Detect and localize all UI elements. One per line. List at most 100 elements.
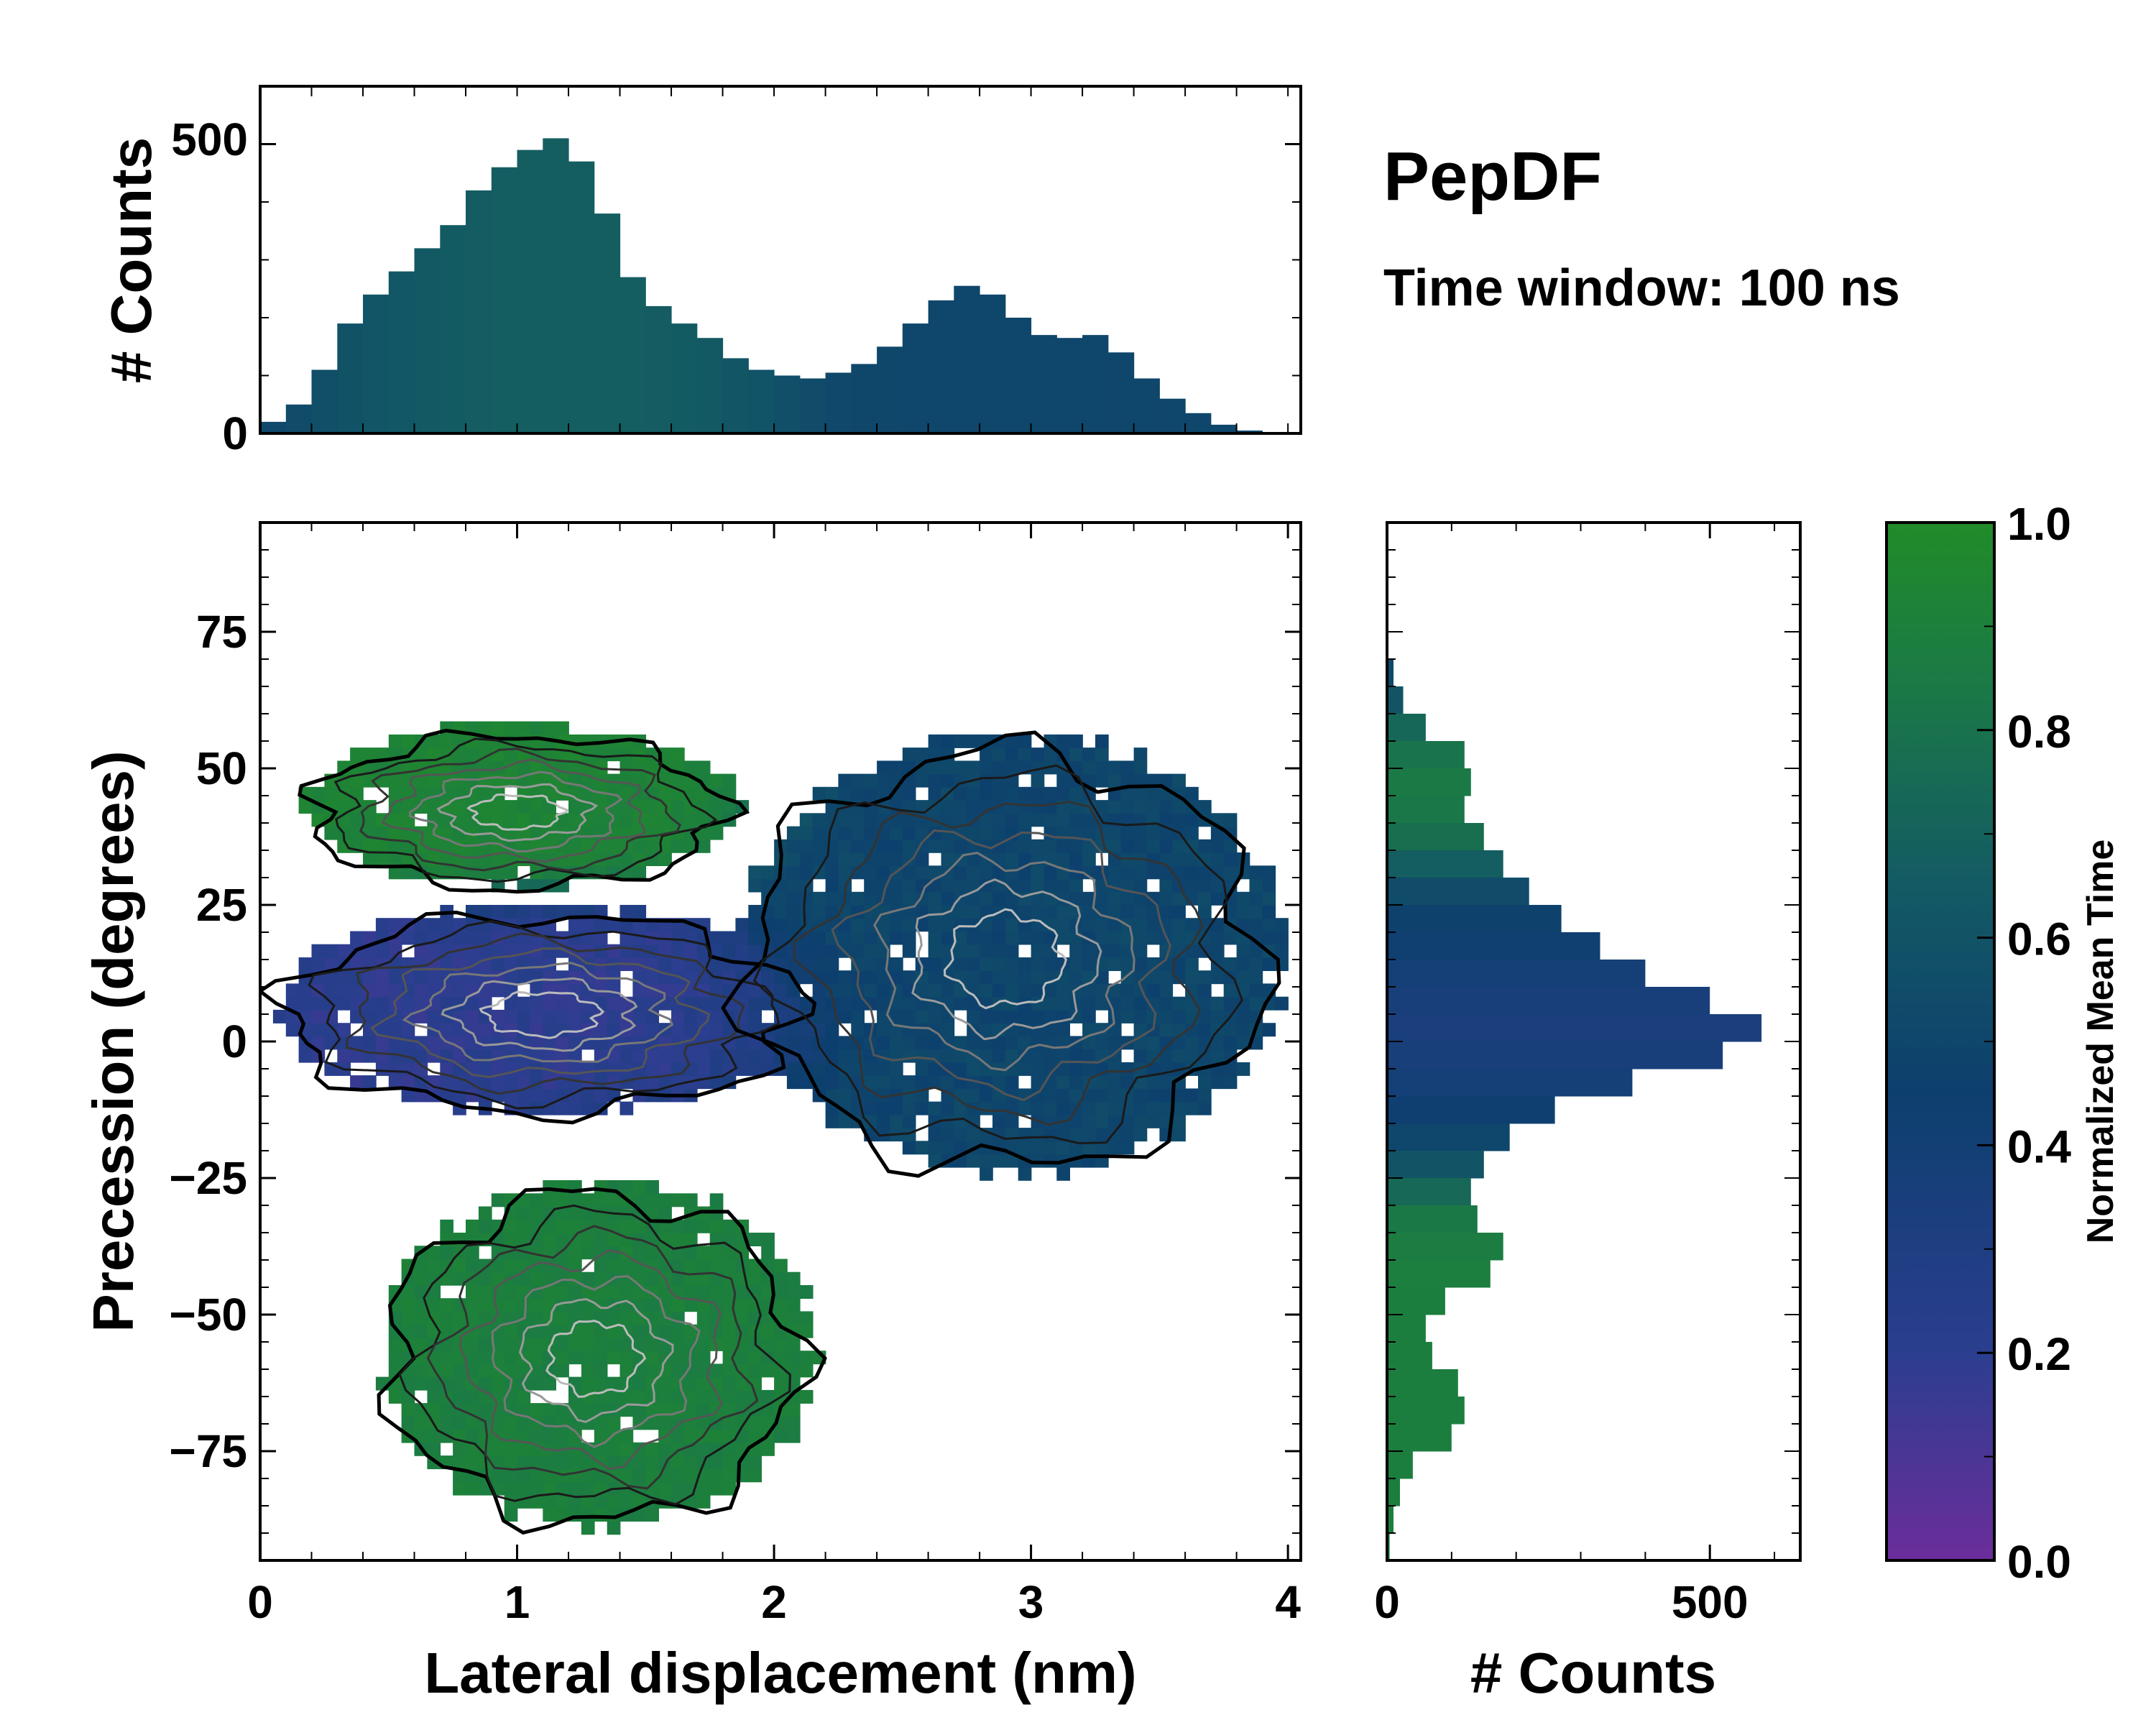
heatmap-cell: [1056, 839, 1070, 853]
heatmap-cell: [388, 1337, 402, 1351]
heatmap-cell: [491, 1455, 505, 1470]
heatmap-cell: [581, 1481, 595, 1496]
heatmap-cell: [504, 1455, 518, 1470]
heatmap-cell: [440, 1416, 453, 1430]
heatmap-cell: [1031, 773, 1045, 788]
heatmap-cell: [748, 944, 762, 958]
heatmap-cell: [517, 1233, 531, 1246]
heatmap-cell: [478, 1271, 492, 1286]
heatmap-cell: [1172, 905, 1186, 919]
heatmap-cell: [530, 1363, 544, 1378]
heatmap-cell: [645, 1442, 659, 1456]
heatmap-cell: [1198, 1088, 1212, 1103]
heatmap-cell: [530, 1298, 544, 1312]
heatmap-cell: [504, 1351, 518, 1365]
heatmap-cell: [1018, 1049, 1032, 1063]
heatmap-cell: [543, 1416, 556, 1430]
heatmap-cell: [581, 1351, 595, 1365]
heatmap-cell: [902, 996, 916, 1011]
heatmap-cell: [709, 1481, 724, 1496]
heatmap-cell: [709, 1285, 724, 1299]
heatmap-cell: [556, 813, 569, 827]
heatmap-cell: [1082, 957, 1096, 971]
heatmap-cell: [1107, 1088, 1122, 1103]
heatmap-cell: [517, 1429, 531, 1443]
heatmap-cell: [786, 852, 801, 866]
heatmap-cell: [786, 1403, 801, 1417]
heatmap-contours: [260, 728, 1281, 1535]
heatmap-cell: [1031, 748, 1045, 762]
right-histogram-bar: [1387, 1233, 1503, 1261]
heatmap-cell: [388, 813, 402, 827]
top-histogram-bar: [1056, 338, 1083, 433]
heatmap-cell: [722, 1481, 737, 1496]
heatmap-cell: [491, 983, 505, 998]
heatmap-cell: [1031, 983, 1045, 998]
heatmap-cell: [786, 826, 801, 840]
heatmap-cell: [799, 813, 814, 827]
heatmap-cell: [632, 1049, 647, 1063]
heatmap-cell: [530, 1351, 544, 1365]
heatmap-cell: [1056, 1075, 1070, 1090]
heatmap-cell: [1236, 996, 1250, 1011]
heatmap-cell: [504, 1219, 518, 1233]
heatmap-cell: [786, 1351, 801, 1365]
heatmap-cell: [1005, 865, 1019, 880]
heatmap-cell: [388, 852, 402, 866]
right-histogram-bar: [1387, 1041, 1723, 1070]
heatmap-cell: [696, 1271, 711, 1286]
heatmap-cell: [864, 865, 877, 880]
heatmap-cell: [1082, 1049, 1096, 1063]
heatmap-cell: [1133, 748, 1148, 762]
colorbar-tick-label: 0.6: [2007, 914, 2071, 965]
heatmap-cell: [1120, 905, 1135, 919]
heatmap-cell: [1082, 1062, 1096, 1076]
heatmap-cell: [543, 944, 556, 958]
heatmap-cell: [594, 1023, 608, 1037]
heatmap-cell: [556, 1311, 569, 1325]
colorbar-label: Normalized Mean Time: [2080, 840, 2122, 1244]
heatmap-cell: [1069, 1075, 1083, 1090]
heatmap-cell: [658, 1376, 672, 1391]
heatmap-cell: [594, 1075, 608, 1090]
top-histogram-bar: [568, 161, 595, 433]
heatmap-cell: [1005, 1036, 1019, 1050]
heatmap-cell: [1185, 1088, 1199, 1103]
heatmap-cell: [696, 1416, 711, 1430]
heatmap-cell: [401, 773, 415, 788]
heatmap-cell: [864, 983, 877, 998]
heatmap-cell: [298, 800, 313, 814]
heatmap-cell: [761, 1363, 775, 1378]
right-histogram-bar: [1387, 796, 1465, 824]
heatmap-cell: [683, 1246, 698, 1260]
heatmap-cell: [864, 813, 877, 827]
heatmap-cell: [568, 1075, 582, 1090]
heatmap-cell: [504, 1468, 518, 1483]
heatmap-cell: [530, 813, 544, 827]
heatmap-cell: [594, 800, 608, 814]
heatmap-cell: [941, 852, 955, 866]
top-histogram-bar: [851, 364, 877, 433]
heatmap-cell: [1018, 748, 1032, 762]
heatmap-cell: [517, 1009, 531, 1024]
heatmap-cell: [1146, 1075, 1161, 1090]
heatmap-cell: [709, 1062, 724, 1076]
heatmap-cell: [478, 1298, 492, 1312]
heatmap-cell: [350, 1075, 364, 1090]
heatmap-cell: [696, 1351, 711, 1365]
heatmap-cell: [1107, 905, 1122, 919]
heatmap-cell: [864, 944, 877, 958]
heatmap-cell: [388, 970, 402, 985]
heatmap-cell: [786, 891, 801, 906]
heatmap-cell: [954, 1036, 967, 1050]
heatmap-cell: [401, 931, 415, 945]
heatmap-cell: [838, 983, 852, 998]
right-x-tick-label: 0: [1374, 1576, 1400, 1628]
heatmap-cell: [466, 826, 479, 840]
heatmap-cell: [1133, 970, 1148, 985]
heatmap-cell: [671, 1455, 685, 1470]
heatmap-cell: [696, 1403, 711, 1417]
heatmap-cell: [735, 1376, 750, 1391]
heatmap-cell: [453, 1442, 466, 1456]
heatmap-cell: [890, 996, 903, 1011]
